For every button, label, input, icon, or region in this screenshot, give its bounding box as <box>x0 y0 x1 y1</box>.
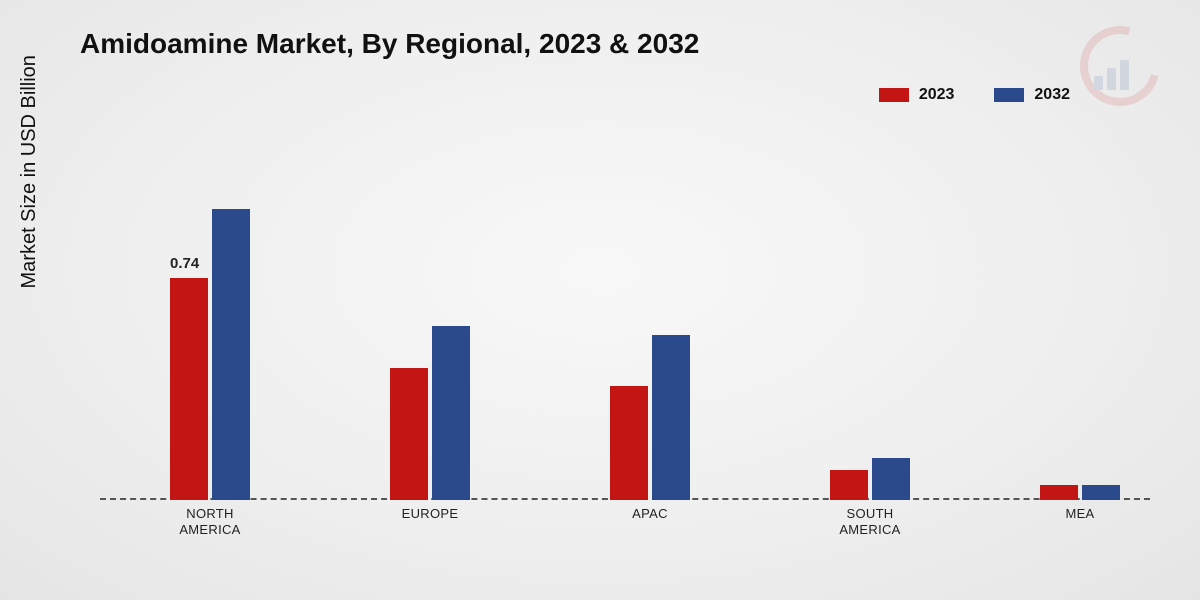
bar-2032-eu <box>432 326 470 500</box>
bar-group-eu <box>390 326 470 500</box>
bar-2032-na <box>212 209 250 500</box>
chart-title: Amidoamine Market, By Regional, 2023 & 2… <box>80 28 699 60</box>
bar-2032-mea <box>1082 485 1120 500</box>
bar-2023-ap <box>610 386 648 500</box>
value-label-na: 0.74 <box>170 255 199 272</box>
bar-group-ap <box>610 335 690 500</box>
watermark-logo <box>1080 26 1160 106</box>
chart-canvas: Amidoamine Market, By Regional, 2023 & 2… <box>0 0 1200 600</box>
bar-2032-sa <box>872 458 910 500</box>
x-label-sa: SOUTH AMERICA <box>839 506 900 539</box>
x-label-na: NORTH AMERICA <box>179 506 240 539</box>
bar-2023-sa <box>830 470 868 500</box>
legend-label-2032: 2032 <box>1034 86 1070 104</box>
legend-label-2023: 2023 <box>919 86 955 104</box>
bar-2023-na <box>170 278 208 500</box>
y-axis-label: Market Size in USD Billion <box>18 55 41 288</box>
bar-group-mea <box>1040 485 1120 500</box>
x-axis-labels: NORTH AMERICA EUROPE APAC SOUTH AMERICA MEA <box>100 506 1150 556</box>
legend-item-2023: 2023 <box>879 86 955 104</box>
bar-2023-mea <box>1040 485 1078 500</box>
legend-item-2032: 2032 <box>994 86 1070 104</box>
bar-group-sa <box>830 458 910 500</box>
x-label-eu: EUROPE <box>402 506 459 522</box>
bar-2032-ap <box>652 335 690 500</box>
bar-2023-eu <box>390 368 428 500</box>
plot-area: 0.74 <box>100 170 1150 500</box>
legend-swatch-2023 <box>879 88 909 102</box>
x-label-mea: MEA <box>1065 506 1094 522</box>
legend: 2023 2032 <box>879 86 1070 104</box>
bar-group-na: 0.74 <box>170 209 250 500</box>
legend-swatch-2032 <box>994 88 1024 102</box>
x-label-ap: APAC <box>632 506 668 522</box>
